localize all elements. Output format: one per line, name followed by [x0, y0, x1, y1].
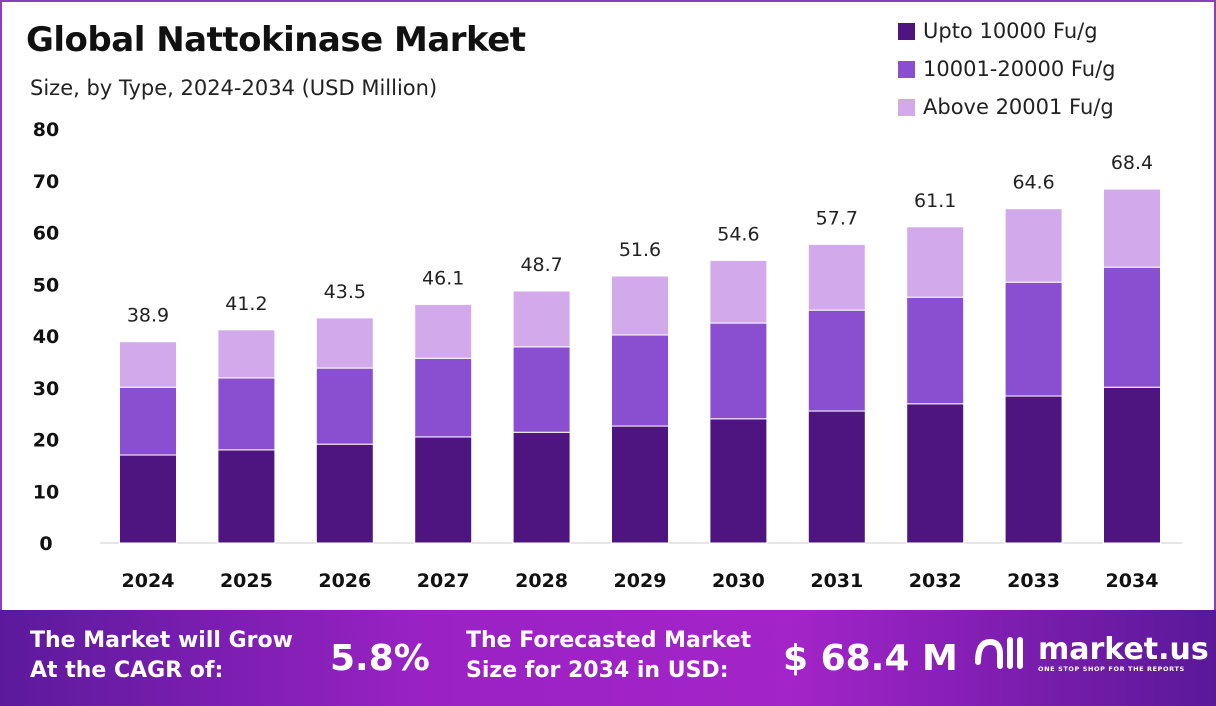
- x-tick-label: 2034: [1106, 570, 1159, 592]
- bar-segment-1: [315, 443, 374, 544]
- market-us-logo: market.us ONE STOP SHOP FOR THE REPORTS: [972, 632, 1209, 676]
- total-label: 57.7: [816, 207, 858, 229]
- total-label: 61.1: [914, 190, 956, 212]
- legend-swatch: [898, 22, 915, 40]
- bar-segment-1: [414, 436, 473, 544]
- y-tick-label: 30: [33, 378, 59, 400]
- cagr-label: The Market will Grow At the CAGR of:: [30, 626, 293, 686]
- x-tick-label: 2028: [515, 570, 568, 592]
- bar-segment-3: [1103, 188, 1161, 268]
- cagr-label-line2: At the CAGR of:: [30, 658, 224, 683]
- forecast-value: $ 68.4 M: [783, 638, 958, 679]
- x-tick-label: 2024: [122, 570, 175, 592]
- bar-segment-3: [709, 259, 768, 324]
- bar-segment-1: [906, 403, 965, 544]
- total-label: 48.7: [520, 254, 562, 276]
- legend: Upto 10000 Fu/g 10001-20000 Fu/g Above 2…: [898, 12, 1116, 126]
- legend-label: Above 20001 Fu/g: [923, 95, 1114, 119]
- y-tick-label: 70: [33, 171, 59, 193]
- x-tick-label: 2027: [417, 570, 470, 592]
- chart-title: Global Nattokinase Market: [26, 20, 526, 60]
- x-tick-label: 2029: [614, 570, 667, 592]
- bar-segment-3: [414, 303, 473, 359]
- bar-segment-3: [807, 243, 866, 311]
- bar-segment-3: [512, 290, 571, 348]
- x-tick-label: 2031: [810, 570, 863, 592]
- bar-segment-2: [709, 322, 768, 420]
- bar-segment-2: [906, 296, 965, 405]
- bar-segment-3: [611, 275, 669, 336]
- x-tick-label: 2026: [318, 570, 371, 592]
- legend-item-above: Above 20001 Fu/g: [898, 88, 1116, 126]
- bar-segment-2: [119, 386, 177, 456]
- total-label: 46.1: [422, 267, 464, 289]
- bar-segment-1: [217, 449, 276, 544]
- y-tick-label: 10: [33, 481, 59, 503]
- bar-segment-1: [807, 410, 866, 544]
- forecast-label-line1: The Forecasted Market: [466, 628, 752, 653]
- bar-segment-2: [807, 309, 866, 412]
- x-tick-label: 2032: [909, 570, 962, 592]
- total-label: 51.6: [619, 239, 661, 261]
- y-tick-label: 0: [39, 533, 52, 555]
- forecast-label-line2: Size for 2034 in USD:: [466, 658, 729, 683]
- cagr-label-line1: The Market will Grow: [30, 628, 293, 653]
- total-label: 54.6: [717, 223, 759, 245]
- x-tick-label: 2025: [220, 570, 273, 592]
- bar-segment-3: [119, 341, 177, 388]
- total-label: 41.2: [225, 293, 267, 315]
- bar-segment-3: [1004, 208, 1063, 283]
- bar-segment-1: [709, 418, 768, 544]
- legend-item-upto: Upto 10000 Fu/g: [898, 12, 1116, 50]
- bar-segment-2: [512, 346, 571, 433]
- bar-segment-1: [119, 454, 177, 544]
- bar-segment-2: [1004, 281, 1063, 397]
- bar-segment-1: [1004, 395, 1063, 544]
- bar-segment-1: [512, 431, 571, 544]
- y-tick-label: 20: [33, 430, 59, 452]
- total-label: 64.6: [1012, 172, 1054, 194]
- x-tick-label: 2030: [712, 570, 765, 592]
- logo-tagline: ONE STOP SHOP FOR THE REPORTS: [1038, 665, 1185, 673]
- bar-segment-2: [414, 357, 473, 438]
- x-tick-label: 2033: [1007, 570, 1060, 592]
- bar-segment-3: [315, 317, 374, 369]
- bar-segment-1: [611, 425, 669, 544]
- bar-segment-3: [906, 226, 965, 298]
- total-label: 68.4: [1111, 152, 1153, 174]
- y-tick-label: 80: [33, 119, 59, 141]
- y-tick-label: 40: [33, 326, 59, 348]
- bar-chart: 0102030405060708038.9202441.2202543.5202…: [33, 119, 1182, 592]
- total-label: 43.5: [324, 281, 366, 303]
- y-tick-label: 60: [33, 223, 59, 245]
- forecast-label: The Forecasted Market Size for 2034 in U…: [466, 626, 751, 686]
- bar-segment-2: [1103, 266, 1161, 388]
- chart-frame: [0, 0, 1216, 612]
- y-tick-label: 50: [33, 274, 59, 296]
- bar-segment-1: [1103, 386, 1161, 544]
- legend-swatch: [898, 60, 915, 78]
- cagr-value: 5.8%: [330, 638, 430, 679]
- legend-swatch: [898, 98, 915, 116]
- bar-segment-3: [217, 329, 276, 379]
- bar-segment-2: [611, 334, 669, 427]
- legend-label: 10001-20000 Fu/g: [923, 57, 1116, 81]
- logo-icon: [975, 637, 1023, 669]
- logo-text: market.us: [1038, 632, 1209, 667]
- footer-banner: The Market will Grow At the CAGR of: 5.8…: [0, 610, 1216, 706]
- total-label: 38.9: [127, 305, 169, 327]
- chart-subtitle: Size, by Type, 2024-2034 (USD Million): [30, 76, 438, 100]
- bar-segment-2: [315, 367, 374, 445]
- legend-item-mid: 10001-20000 Fu/g: [898, 50, 1116, 88]
- legend-label: Upto 10000 Fu/g: [923, 19, 1098, 43]
- bar-segment-2: [217, 377, 276, 451]
